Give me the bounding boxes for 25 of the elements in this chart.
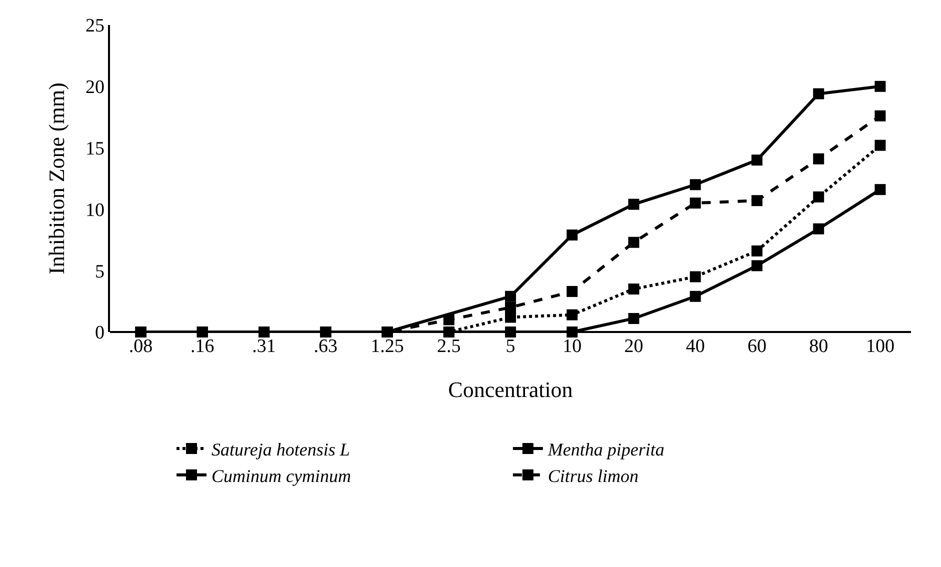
legend-label: Mentha piperita: [546, 439, 664, 460]
legend-label: Cuminum cyminum: [212, 466, 351, 486]
x-tick-label: .08: [128, 336, 153, 357]
x-tick-label: .63: [314, 336, 338, 357]
x-tick-label: 100: [866, 336, 894, 357]
x-tick-label: 2.5: [437, 336, 461, 357]
y-tick-label: 25: [85, 16, 104, 37]
x-tick-label: .31: [252, 336, 276, 357]
y-tick-label: 20: [85, 77, 104, 98]
y-tick-label: 5: [94, 261, 104, 282]
x-tick-label: 80: [809, 336, 828, 357]
x-tick-label: .16: [190, 336, 214, 357]
x-tick-label: 10: [562, 336, 582, 357]
y-tick-label: 15: [85, 138, 104, 160]
y-axis-title: Inhibition Zone (mm): [44, 82, 69, 274]
x-tick-label: 20: [624, 336, 644, 357]
legend-label: Citrus limon: [548, 466, 638, 486]
y-tick-label: 0: [94, 322, 104, 344]
x-tick-label: 5: [506, 336, 516, 357]
x-tick-label: 60: [747, 336, 766, 357]
y-tick-label: 10: [85, 200, 104, 221]
x-tick-label: 40: [686, 336, 705, 357]
legend-label: Satureja hotensis L: [212, 439, 350, 460]
x-tick-label: 1.25: [370, 336, 404, 357]
x-axis-title: Concentration: [448, 376, 573, 402]
